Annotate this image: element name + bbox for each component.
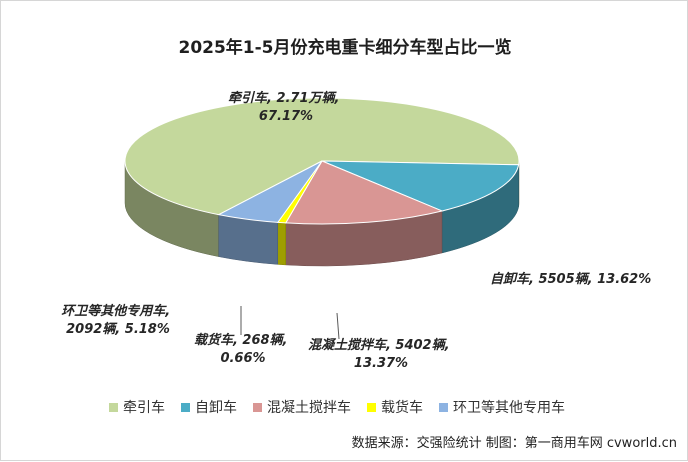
leader-line-mixer [337,313,339,339]
pie-tops [125,98,519,224]
legend: 牵引车 自卸车 混凝土搅拌车 载货车 环卫等其他专用车 [109,399,565,416]
legend-swatch-cargo [367,403,376,412]
chart-title: 2025年1-5月份充电重卡细分车型占比一览 [178,37,511,58]
legend-label-dump: 自卸车 [195,399,237,416]
legend-swatch-dump [181,403,190,412]
data-label-cargo: 载货车, 268辆, 0.66% [194,332,292,366]
pie-3d [125,98,519,266]
data-label-dump: 自卸车, 5505辆, 13.62% [490,271,651,287]
legend-swatch-mixer [253,403,262,412]
source-note: 数据来源：交强险统计 制图：第一商用车网 cvworld.cn [352,435,677,451]
legend-label-cargo: 载货车 [381,399,423,416]
legend-swatch-special [439,403,448,412]
data-label-mixer: 混凝土搅拌车, 5402辆, 13.37% [308,337,454,371]
legend-label-traction: 牵引车 [123,399,165,416]
data-label-special: 环卫等其他专用车, 2092辆, 5.18% [61,303,174,337]
legend-label-mixer: 混凝土搅拌车 [267,399,351,416]
legend-label-special: 环卫等其他专用车 [453,399,565,416]
pie-side-cargo [278,222,286,265]
legend-swatch-traction [109,403,118,412]
